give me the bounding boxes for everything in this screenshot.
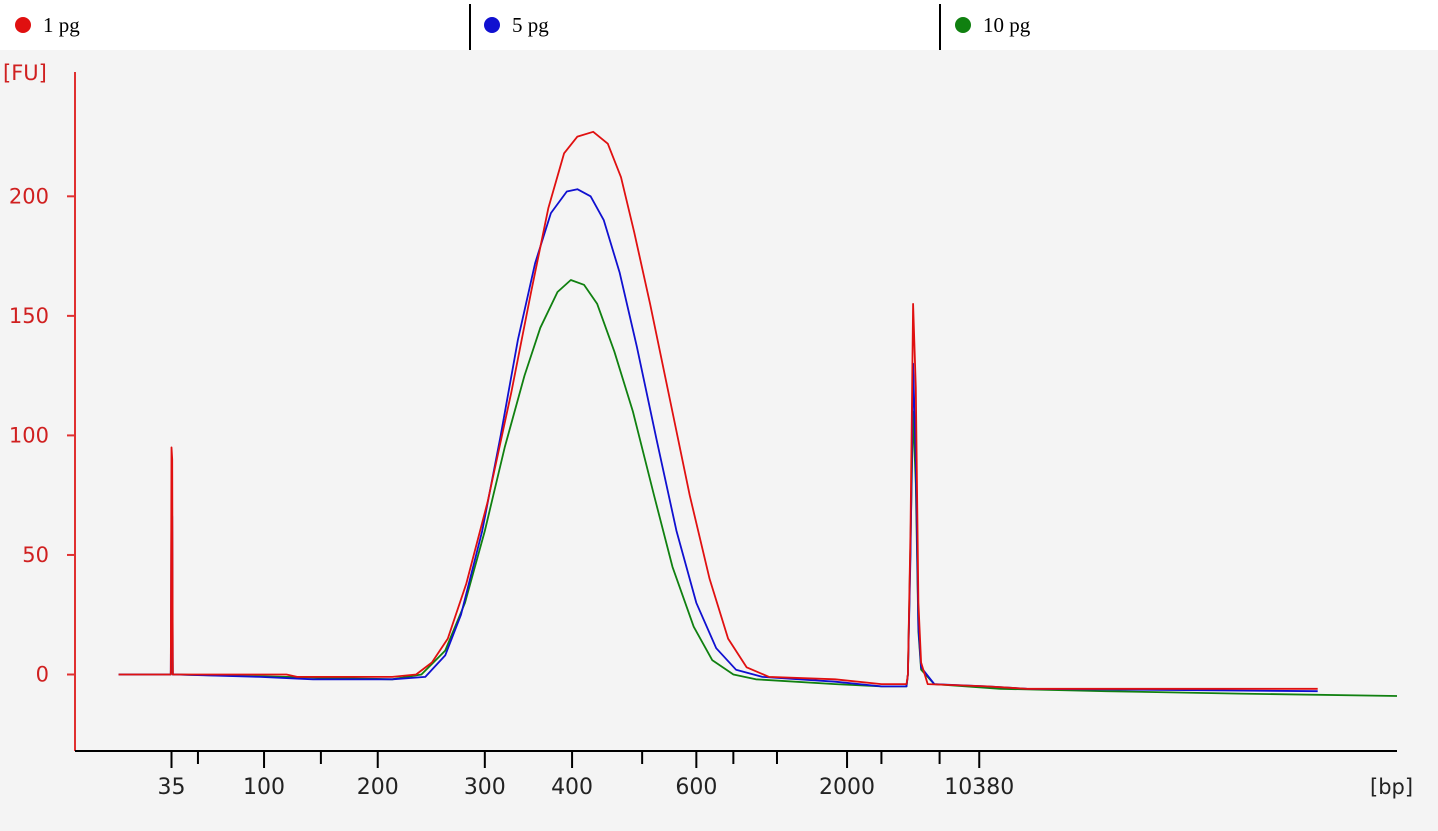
y-tick-label: 200 <box>9 184 49 208</box>
x-tick-label: 600 <box>675 775 717 800</box>
y-axis: 0 50 100 150 200 <box>9 72 76 751</box>
legend-dot-green-icon <box>955 17 971 33</box>
series-group <box>118 130 1398 697</box>
x-tick-label: 100 <box>243 775 285 800</box>
series-line-1pg <box>118 130 1318 690</box>
legend-divider <box>939 4 941 50</box>
y-tick-label: 50 <box>22 543 49 567</box>
legend-label: 1 pg <box>43 12 80 37</box>
y-tick-label: 0 <box>36 662 49 686</box>
series-line-5pg <box>118 188 1318 693</box>
x-tick-label: 35 <box>158 775 186 800</box>
electropherogram-chart: [FU] [bp] 0 50 100 150 200 35 100 200 300 400 600… <box>3 61 1413 800</box>
y-tick-label: 150 <box>9 304 49 328</box>
legend-divider <box>469 4 471 50</box>
y-axis-label: [FU] <box>3 61 47 85</box>
x-tick-label: 2000 <box>819 775 875 800</box>
y-tick-label: 100 <box>9 423 49 447</box>
legend-dot-blue-icon <box>484 17 500 33</box>
series-line-10pg <box>118 279 1398 697</box>
x-tick-label: 200 <box>357 775 399 800</box>
x-axis: 35 100 200 300 400 600 2000 10380 <box>75 750 1397 800</box>
x-tick-label: 300 <box>464 775 506 800</box>
x-axis-label: [bp] <box>1370 775 1413 799</box>
legend-dot-red-icon <box>15 17 31 33</box>
legend-label: 5 pg <box>512 12 549 37</box>
legend-item-1pg[interactable]: 1 pg <box>15 0 80 50</box>
x-tick-label: 400 <box>551 775 593 800</box>
legend-bar: 1 pg 5 pg 10 pg <box>0 0 1438 50</box>
x-tick-label: 10380 <box>944 775 1014 800</box>
legend-item-5pg[interactable]: 5 pg <box>484 0 549 50</box>
legend-item-10pg[interactable]: 10 pg <box>955 0 1030 50</box>
legend-label: 10 pg <box>983 12 1031 37</box>
